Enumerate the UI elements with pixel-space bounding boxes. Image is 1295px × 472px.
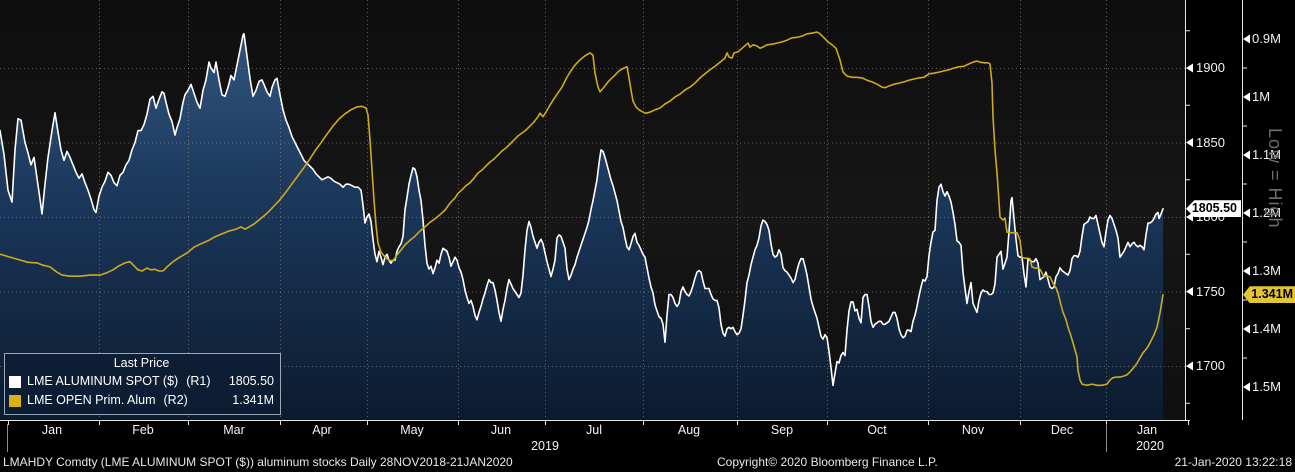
stocks-axis-tick-label: 1.2M	[1252, 205, 1281, 220]
legend-row-open-prim-alum[interactable]: LME OPEN Prim. Alum (R2) 1.341M	[9, 391, 274, 410]
x-axis-month-label: Sep	[770, 423, 794, 437]
stocks-line-series	[0, 31, 1164, 387]
legend-series-value: 1805.50	[228, 374, 274, 388]
legend-series-value: 1.341M	[232, 393, 274, 407]
price-axis-tick-label: 1700	[1196, 358, 1225, 373]
legend-box[interactable]: Last Price LME ALUMINUM SPOT ($) (R1) 18…	[4, 353, 281, 415]
price-axis-tick-label: 1850	[1196, 134, 1225, 150]
stocks-axis-arrow-tick	[1243, 266, 1250, 276]
legend-swatch-yellow	[9, 394, 21, 407]
stocks-axis-arrow-tick	[1243, 324, 1250, 334]
price-axis-arrow-tick	[1186, 138, 1193, 147]
copyright-text: Copyright© 2020 Bloomberg Finance L.P.	[717, 455, 938, 469]
footer-bar: LMAHDY Comdty (LME ALUMINUM SPOT ($)) al…	[0, 455, 1295, 472]
price-axis-arrow-tick	[1186, 361, 1193, 371]
x-axis-month-label: Feb	[132, 423, 154, 437]
legend-title: Last Price	[113, 356, 170, 370]
price-axis-arrow-tick	[1186, 212, 1193, 222]
x-axis-year-divider	[1106, 424, 1107, 452]
legend-series-label: LME ALUMINUM SPOT ($)	[27, 374, 179, 388]
legend-series-label: LME OPEN Prim. Alum	[27, 393, 156, 407]
stocks-axis-tick-label: 0.9M	[1252, 31, 1281, 46]
x-axis-month-label: Dec	[1050, 423, 1074, 437]
stocks-axis-arrow-tick	[1243, 92, 1250, 102]
x-axis-month-label: Jan	[1136, 423, 1158, 437]
timestamp: 21-Jan-2020 13:22:18	[1174, 455, 1292, 469]
last-price-badge: 1805.50	[1186, 200, 1241, 218]
stocks-axis-arrow-tick	[1243, 34, 1250, 44]
price-axis-tick-label: 1750	[1196, 283, 1225, 299]
price-area-fill	[0, 33, 1163, 420]
x-axis-month-label: Oct	[867, 423, 887, 437]
stocks-axis-tick-label: 1.1M	[1252, 147, 1281, 162]
inverted-axis-label: Low = High	[1265, 128, 1285, 229]
legend-row-aluminum-spot[interactable]: LME ALUMINUM SPOT ($) (R1) 1805.50	[9, 372, 274, 391]
stocks-axis-arrow-tick	[1243, 150, 1250, 160]
stocks-axis-tick-label: 1.4M	[1252, 321, 1281, 336]
price-axis-arrow-tick	[1186, 287, 1193, 296]
legend-axis-tag: (R1)	[186, 374, 211, 388]
x-axis-year-divider	[7, 424, 8, 452]
security-description: LMAHDY Comdty (LME ALUMINUM SPOT ($)) al…	[3, 455, 513, 469]
stocks-axis-tick-label: 1.3M	[1252, 263, 1281, 278]
x-axis-year-label: 2020	[1136, 439, 1164, 453]
x-axis-month-label: Jan	[41, 423, 63, 437]
legend-axis-tag: (R2)	[163, 393, 188, 407]
x-axis-month-label: Aug	[677, 423, 701, 437]
price-line-series	[0, 32, 1164, 387]
stocks-axis-tick-label: 1.5M	[1252, 379, 1281, 394]
stocks-axis-tick-label: 1M	[1252, 89, 1271, 104]
x-axis-month-label: Apr	[312, 423, 332, 437]
legend-swatch-white	[9, 375, 21, 388]
x-axis-month-label: Jun	[490, 423, 512, 437]
x-axis-month-label: Mar	[223, 423, 245, 437]
price-axis-tick-label: 1900	[1196, 60, 1225, 75]
last-stocks-badge: 1.341M	[1243, 286, 1295, 304]
stocks-axis-arrow-tick	[1243, 382, 1250, 392]
price-axis-arrow-tick	[1186, 63, 1193, 73]
x-axis-month-label: Jul	[586, 423, 602, 437]
x-axis-month-label: Nov	[961, 423, 985, 437]
stocks-axis-arrow-tick	[1243, 208, 1250, 218]
x-axis-year-label: 2019	[531, 439, 559, 453]
x-axis-month-label: May	[400, 423, 424, 437]
